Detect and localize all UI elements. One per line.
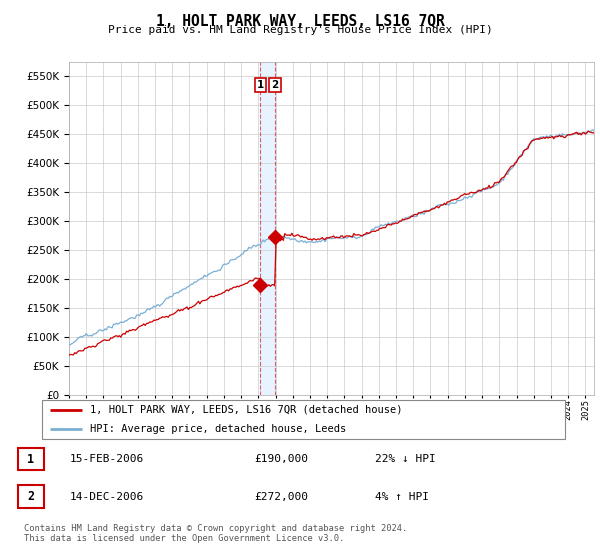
Text: 15-FEB-2006: 15-FEB-2006	[70, 454, 144, 464]
Text: 14-DEC-2006: 14-DEC-2006	[70, 492, 144, 502]
Text: £272,000: £272,000	[254, 492, 308, 502]
FancyBboxPatch shape	[42, 400, 565, 439]
Text: Contains HM Land Registry data © Crown copyright and database right 2024.
This d: Contains HM Land Registry data © Crown c…	[24, 524, 407, 543]
Text: 22% ↓ HPI: 22% ↓ HPI	[375, 454, 436, 464]
Bar	[260, 62, 275, 395]
Bar	[18, 447, 44, 470]
Text: 2: 2	[271, 80, 278, 90]
Text: 1, HOLT PARK WAY, LEEDS, LS16 7QR (detached house): 1, HOLT PARK WAY, LEEDS, LS16 7QR (detac…	[89, 405, 402, 415]
Text: 2: 2	[27, 491, 34, 503]
Text: 1, HOLT PARK WAY, LEEDS, LS16 7QR: 1, HOLT PARK WAY, LEEDS, LS16 7QR	[155, 14, 445, 29]
Text: Price paid vs. HM Land Registry's House Price Index (HPI): Price paid vs. HM Land Registry's House …	[107, 25, 493, 35]
Text: 4% ↑ HPI: 4% ↑ HPI	[375, 492, 429, 502]
Bar	[18, 486, 44, 508]
Text: 1: 1	[27, 452, 34, 465]
Text: £190,000: £190,000	[254, 454, 308, 464]
Text: HPI: Average price, detached house, Leeds: HPI: Average price, detached house, Leed…	[89, 424, 346, 434]
Text: 1: 1	[257, 80, 264, 90]
